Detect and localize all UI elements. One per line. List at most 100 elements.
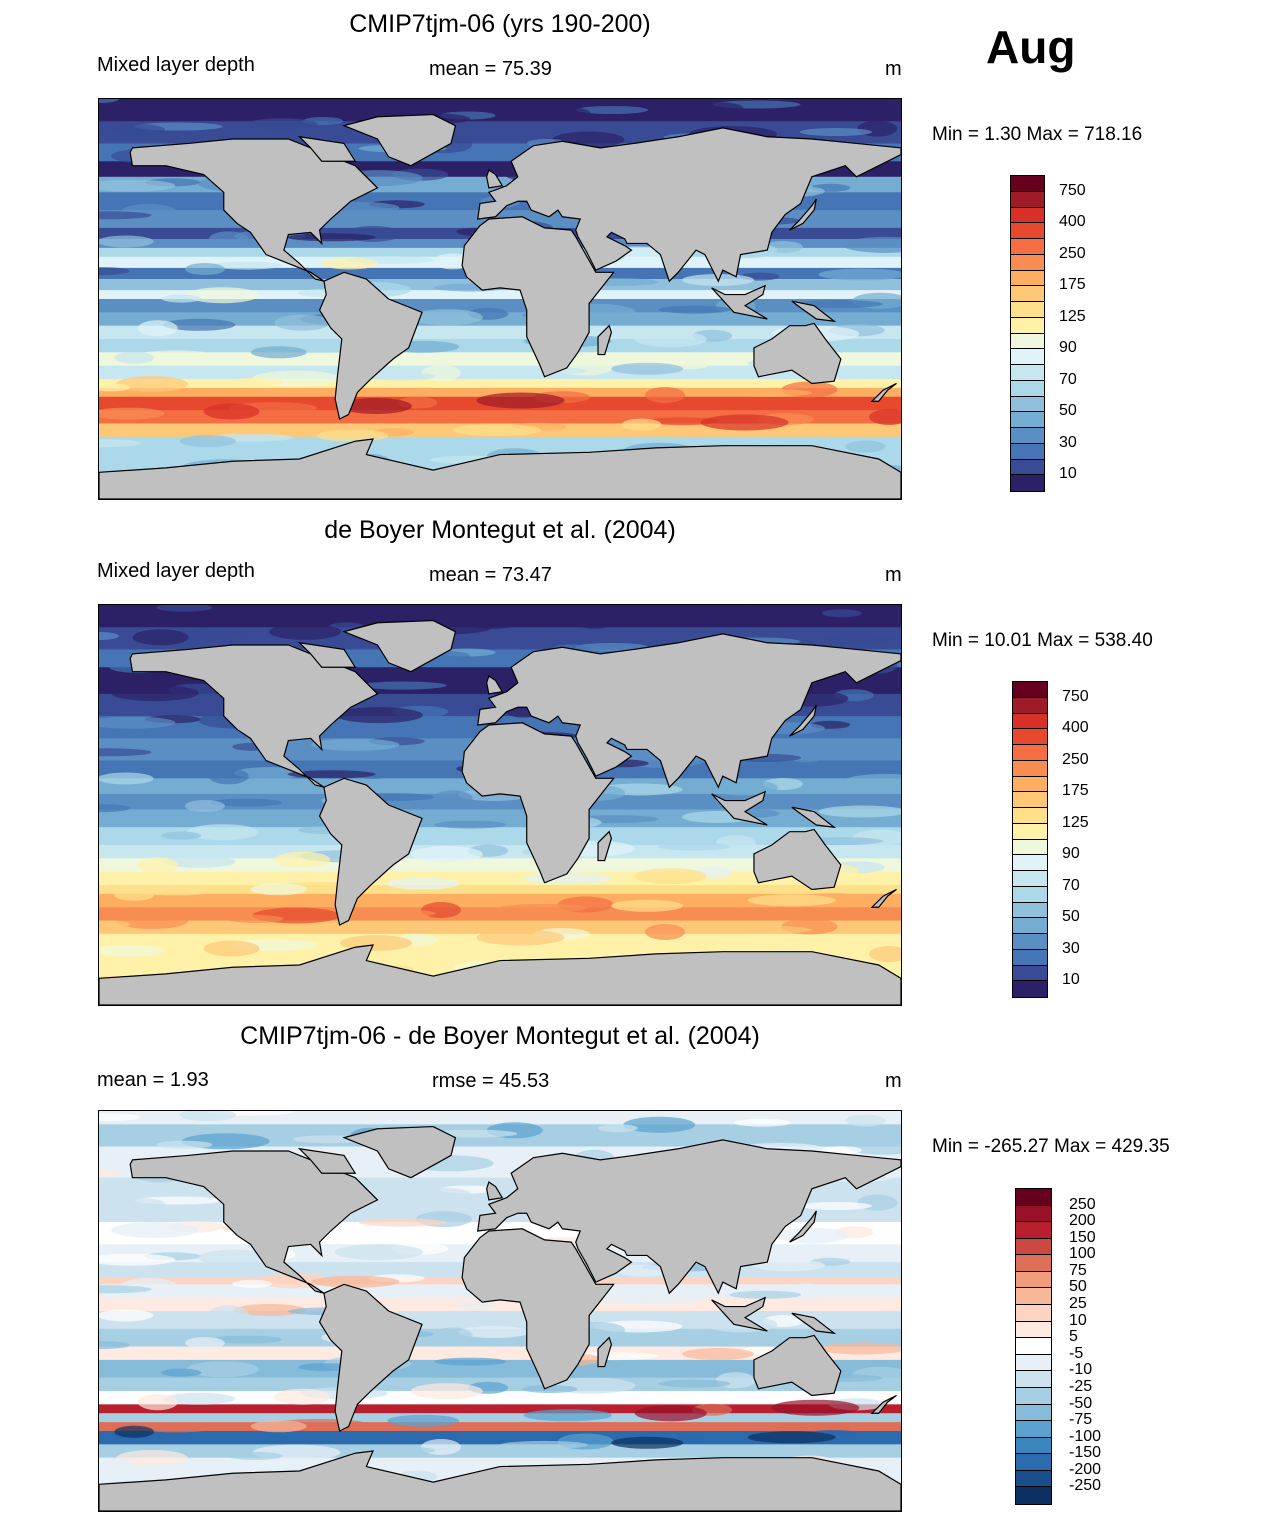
ocean-patch bbox=[87, 1253, 176, 1266]
ocean-band bbox=[99, 1111, 901, 1125]
ocean-band bbox=[99, 1328, 901, 1348]
ocean-patch bbox=[227, 377, 284, 386]
ocean-patch bbox=[234, 767, 306, 779]
ocean-patch bbox=[114, 351, 155, 364]
ocean-patch bbox=[845, 1114, 886, 1127]
colorbar-box bbox=[1011, 176, 1044, 192]
colorbar-box bbox=[1016, 1338, 1051, 1355]
land-japan bbox=[789, 198, 817, 231]
ocean-patch bbox=[250, 346, 307, 359]
map-panel bbox=[63, 1107, 931, 1516]
colorbar-box bbox=[1011, 396, 1044, 413]
ocean-patch bbox=[311, 738, 400, 751]
colorbar-box bbox=[1011, 349, 1044, 365]
land-madagascar bbox=[597, 830, 613, 862]
colorbar-label: 150 bbox=[1069, 1228, 1096, 1246]
colorbar-box bbox=[1016, 1354, 1051, 1372]
map-panel bbox=[63, 601, 931, 1013]
colorbar-label: -200 bbox=[1069, 1460, 1102, 1478]
colorbar-box bbox=[1011, 239, 1044, 255]
land-newguinea bbox=[791, 300, 837, 323]
ocean-patch bbox=[387, 877, 460, 890]
ocean-patch bbox=[110, 1222, 199, 1239]
colorbar-box bbox=[1016, 1387, 1051, 1405]
ocean-patch bbox=[92, 407, 165, 420]
colorbar-box bbox=[1016, 1288, 1051, 1306]
ocean-patch bbox=[658, 842, 731, 851]
ocean-patch bbox=[316, 429, 389, 442]
colorbar-box bbox=[1013, 934, 1047, 950]
ocean-patch bbox=[186, 824, 259, 841]
colorbar-box bbox=[1011, 428, 1044, 444]
ocean-patch bbox=[156, 1140, 213, 1149]
ocean-patch bbox=[139, 350, 212, 359]
ocean-patch bbox=[274, 1388, 331, 1405]
ocean-patch bbox=[227, 1451, 284, 1460]
panel-left-label: Mixed layer depth bbox=[97, 560, 255, 582]
panel-units: m bbox=[885, 58, 902, 80]
colorbar-box bbox=[1011, 223, 1044, 239]
ocean-band bbox=[99, 1311, 901, 1330]
land-eurasia bbox=[477, 633, 902, 789]
colorbar-box bbox=[1013, 902, 1047, 919]
colorbar-box bbox=[1016, 1321, 1051, 1339]
colorbar-label: 175 bbox=[1062, 782, 1089, 800]
colorbar-label: 250 bbox=[1059, 244, 1086, 262]
ocean-patch bbox=[634, 331, 707, 348]
ocean-patch bbox=[818, 805, 907, 818]
ocean-patch bbox=[823, 96, 896, 109]
ocean-band bbox=[99, 885, 901, 895]
ocean-patch bbox=[227, 914, 284, 923]
colorbar-label: 400 bbox=[1059, 213, 1086, 231]
ocean-patch bbox=[869, 409, 909, 425]
colorbar-box bbox=[1011, 302, 1044, 318]
panel-left-label: mean = 1.93 bbox=[97, 1069, 209, 1091]
ocean-patch bbox=[523, 1409, 612, 1422]
ocean-band bbox=[99, 1413, 901, 1423]
colorbar bbox=[1010, 175, 1045, 492]
ocean-patch bbox=[163, 1392, 236, 1405]
ocean-patch bbox=[623, 1116, 696, 1133]
ocean-patch bbox=[321, 257, 378, 270]
ocean-patch bbox=[97, 235, 154, 248]
ocean-patch bbox=[576, 643, 648, 651]
ocean-patch bbox=[87, 179, 176, 192]
land-britain bbox=[486, 675, 504, 695]
ocean-patch bbox=[823, 633, 896, 646]
ocean-patch bbox=[821, 1146, 862, 1155]
land-australia bbox=[753, 322, 842, 385]
ocean-patch bbox=[576, 106, 648, 114]
colorbar-label: 10 bbox=[1069, 1311, 1087, 1329]
colorbar-box bbox=[1013, 855, 1047, 871]
ocean-patch bbox=[452, 424, 541, 437]
colorbar-box bbox=[1013, 981, 1047, 997]
land-eurasia bbox=[477, 1139, 902, 1295]
colorbar-label: -100 bbox=[1069, 1427, 1102, 1445]
colorbar-label: 70 bbox=[1062, 876, 1080, 894]
colorbar-box bbox=[1011, 254, 1044, 271]
colorbar-box bbox=[1011, 317, 1044, 334]
panel-center-label: mean = 75.39 bbox=[429, 58, 552, 80]
ocean-patch bbox=[710, 607, 767, 624]
ocean-patch bbox=[186, 1361, 259, 1378]
ocean-patch bbox=[747, 894, 836, 907]
land-baffin bbox=[297, 135, 357, 162]
land-africa bbox=[461, 722, 615, 884]
colorbar-box bbox=[1011, 412, 1044, 428]
ocean-patch bbox=[771, 1399, 860, 1416]
ocean-patch bbox=[163, 855, 236, 868]
ocean-patch bbox=[523, 872, 612, 885]
ocean-patch bbox=[645, 387, 685, 403]
ocean-patch bbox=[185, 1337, 225, 1349]
colorbar-box bbox=[1011, 365, 1044, 381]
land-greenland bbox=[342, 113, 457, 167]
ocean-patch bbox=[210, 261, 283, 270]
panel-center-label: mean = 73.47 bbox=[429, 564, 552, 586]
colorbar-box bbox=[1013, 760, 1047, 777]
colorbar-label: -25 bbox=[1069, 1377, 1093, 1395]
panel-title: de Boyer Montegut et al. (2004) bbox=[324, 516, 676, 544]
ocean-patch bbox=[234, 1304, 306, 1316]
land-newguinea bbox=[791, 806, 837, 829]
ocean-patch bbox=[97, 1309, 154, 1322]
ocean-patch bbox=[410, 1383, 483, 1400]
